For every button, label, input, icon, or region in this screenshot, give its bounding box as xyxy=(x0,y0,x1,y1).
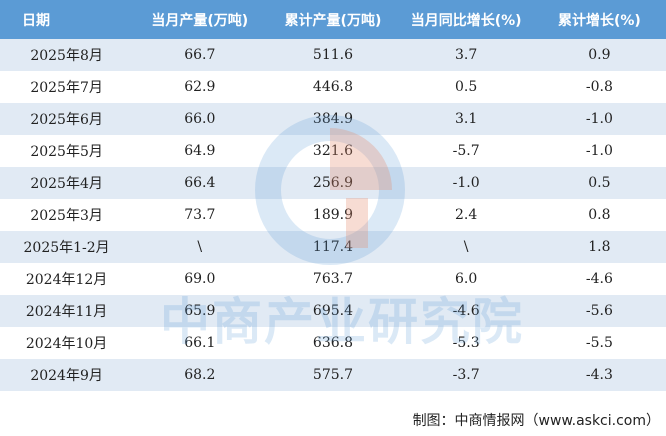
watermark: 中商产业研究院 xyxy=(160,293,524,351)
table-cell: 1.8 xyxy=(532,231,666,263)
table-cell: 62.9 xyxy=(133,71,267,103)
table-row: 2024年10月 66.1 636.8 -5.3 -5.5 xyxy=(0,327,666,359)
table-cell: 0.5 xyxy=(399,71,533,103)
table-cell: 66.7 xyxy=(133,39,267,71)
table-row: 2025年7月 62.9 446.8 0.5 -0.8 xyxy=(0,71,666,103)
header-cell: 累计产量(万吨) xyxy=(266,0,400,39)
table-cell: 636.8 xyxy=(266,327,400,359)
table-cell: 2.4 xyxy=(399,199,533,231)
table-cell: 2024年12月 xyxy=(0,263,134,295)
table-row: 2025年3月 73.7 189.9 2.4 0.8 xyxy=(0,199,666,231)
table-cell: -4.6 xyxy=(532,263,666,295)
table-cell: -3.7 xyxy=(399,359,533,391)
header-cell: 当月同比增长(%) xyxy=(399,0,533,39)
table-row: 2025年6月 66.0 384.9 3.1 -1.0 xyxy=(0,103,666,135)
table-row: 2025年8月 66.7 511.6 3.7 0.9 xyxy=(0,39,666,71)
table-row: 2024年11月 65.9 695.4 -4.6 -5.6 xyxy=(0,295,666,327)
header-row: 日期 当月产量(万吨) 累计产量(万吨) 当月同比增长(%) 累计增长(%) xyxy=(0,0,666,39)
table-cell: -4.6 xyxy=(399,295,533,327)
table-cell: 66.1 xyxy=(133,327,267,359)
header-cell: 累计增长(%) xyxy=(532,0,666,39)
table-cell: 2025年7月 xyxy=(0,71,134,103)
table-cell: 2025年1-2月 xyxy=(0,231,134,263)
table-cell: 2024年9月 xyxy=(0,359,134,391)
table-cell: 2025年3月 xyxy=(0,199,134,231)
table-cell: -5.5 xyxy=(532,327,666,359)
logo-wedge xyxy=(330,128,392,190)
table-cell: -5.6 xyxy=(532,295,666,327)
table-cell: 66.4 xyxy=(133,167,267,199)
table-cell: 2024年11月 xyxy=(0,295,134,327)
logo xyxy=(255,115,405,265)
table-cell: 763.7 xyxy=(266,263,400,295)
table-cell: 117.4 xyxy=(266,231,400,263)
data-table: 日期 当月产量(万吨) 累计产量(万吨) 当月同比增长(%) 累计增长(%) 2025年… xyxy=(0,0,666,391)
table-cell: -0.8 xyxy=(532,71,666,103)
table-cell: 66.0 xyxy=(133,103,267,135)
table-cell: 384.9 xyxy=(266,103,400,135)
table-cell: 446.8 xyxy=(266,71,400,103)
table-cell: 189.9 xyxy=(266,199,400,231)
table-cell: 2025年6月 xyxy=(0,103,134,135)
table-cell: -4.3 xyxy=(532,359,666,391)
logo-bar xyxy=(346,198,368,248)
table-cell: 321.6 xyxy=(266,135,400,167)
table-cell: 575.7 xyxy=(266,359,400,391)
table-cell: -5.7 xyxy=(399,135,533,167)
table-cell: 0.9 xyxy=(532,39,666,71)
table-cell: 64.9 xyxy=(133,135,267,167)
table-cell: -5.3 xyxy=(399,327,533,359)
table-cell: 65.9 xyxy=(133,295,267,327)
table-cell: 2024年10月 xyxy=(0,327,134,359)
table-cell: 73.7 xyxy=(133,199,267,231)
table-row: 2024年12月 69.0 763.7 6.0 -4.6 xyxy=(0,263,666,295)
table-cell: 511.6 xyxy=(266,39,400,71)
table-cell: 0.5 xyxy=(532,167,666,199)
table-cell: 68.2 xyxy=(133,359,267,391)
table-cell: 69.0 xyxy=(133,263,267,295)
table-cell: -1.0 xyxy=(532,103,666,135)
table-cell: -1.0 xyxy=(532,135,666,167)
table-cell: \ xyxy=(133,231,267,263)
table-cell: 2025年8月 xyxy=(0,39,134,71)
table-cell: -1.0 xyxy=(399,167,533,199)
table-cell: 6.0 xyxy=(399,263,533,295)
table-row: 2024年9月 68.2 575.7 -3.7 -4.3 xyxy=(0,359,666,391)
footer: 制图：中商情报网（www.askci.com） xyxy=(412,413,660,429)
logo-ring xyxy=(255,115,405,265)
table-cell: 695.4 xyxy=(266,295,400,327)
header-cell: 当月产量(万吨) xyxy=(133,0,267,39)
table-cell: \ xyxy=(399,231,533,263)
table-cell: 3.7 xyxy=(399,39,533,71)
table-body: 2025年8月 66.7 511.6 3.7 0.9 2025年7月 62.9 446.8 0.… xyxy=(0,39,666,391)
header-cell: 日期 xyxy=(0,0,134,39)
table-cell: 0.8 xyxy=(532,199,666,231)
table-cell: 2025年5月 xyxy=(0,135,134,167)
table-cell: 256.9 xyxy=(266,167,400,199)
table-cell: 2025年4月 xyxy=(0,167,134,199)
table-row: 2025年1-2月 \ 117.4 \ 1.8 xyxy=(0,231,666,263)
table-cell: 3.1 xyxy=(399,103,533,135)
